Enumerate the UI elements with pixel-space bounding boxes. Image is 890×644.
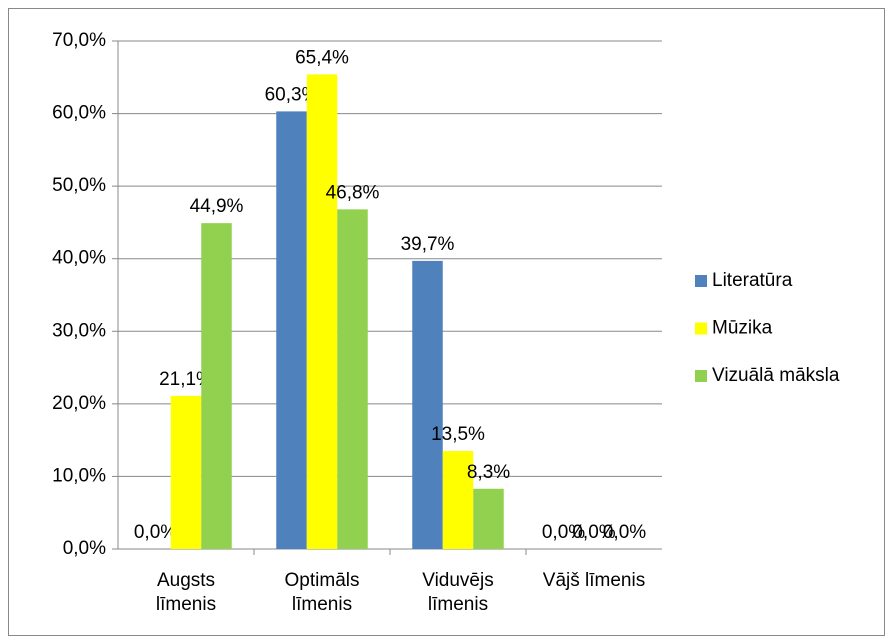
data-label: 8,3%: [467, 462, 510, 483]
bar: [306, 74, 338, 549]
x-tick-label: Optimāls līmenis: [284, 570, 360, 615]
data-label: 0,0%: [542, 522, 585, 543]
y-tick-label: 10,0%: [52, 465, 106, 486]
bar: [276, 111, 307, 549]
y-tick-label: 0,0%: [63, 538, 106, 559]
legend-label: Mūzika: [712, 318, 773, 339]
bar: [442, 451, 474, 549]
data-label: 0,0%: [572, 522, 615, 543]
legend-swatch: [695, 322, 707, 335]
y-tick-label: 50,0%: [52, 175, 106, 196]
x-tick-label: Augsts līmenis: [155, 570, 217, 615]
data-label: 44,9%: [190, 196, 244, 217]
bar: [201, 223, 232, 549]
legend-label: Literatūra: [712, 270, 793, 291]
legend-label: Vizuālā māksla: [712, 365, 840, 386]
y-tick-label: 40,0%: [52, 248, 106, 269]
legend-swatch: [695, 370, 707, 382]
data-label: 13,5%: [431, 424, 485, 445]
bar: [170, 395, 202, 549]
bar: [412, 260, 443, 549]
bar: [473, 488, 504, 549]
data-label: 0,0%: [603, 522, 646, 543]
data-label: 39,7%: [401, 234, 455, 255]
y-tick-label: 20,0%: [52, 393, 106, 414]
data-label: 60,3%: [265, 84, 319, 105]
bar: [337, 209, 368, 549]
data-label: 46,8%: [326, 182, 380, 203]
legend-swatch: [695, 275, 707, 287]
data-label: 0,0%: [134, 522, 177, 543]
data-label: 21,1%: [159, 369, 213, 390]
y-tick-label: 60,0%: [52, 103, 106, 124]
x-tick-label: Vājš līmenis: [542, 570, 646, 591]
y-tick-label: 70,0%: [52, 30, 106, 51]
y-tick-label: 30,0%: [52, 320, 106, 341]
data-label: 65,4%: [295, 47, 349, 68]
x-tick-label: Viduvējs līmenis: [422, 570, 494, 615]
